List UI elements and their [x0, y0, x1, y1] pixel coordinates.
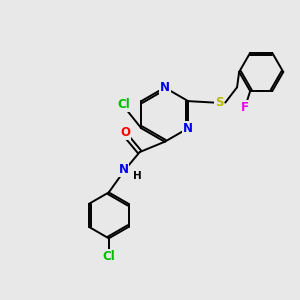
Text: N: N — [183, 122, 193, 135]
Text: Cl: Cl — [102, 250, 115, 263]
Text: O: O — [120, 126, 130, 140]
Text: N: N — [160, 81, 170, 94]
Text: F: F — [241, 101, 249, 114]
Text: S: S — [215, 96, 224, 109]
Text: N: N — [118, 163, 128, 176]
Text: Cl: Cl — [117, 98, 130, 111]
Text: H: H — [133, 171, 142, 181]
